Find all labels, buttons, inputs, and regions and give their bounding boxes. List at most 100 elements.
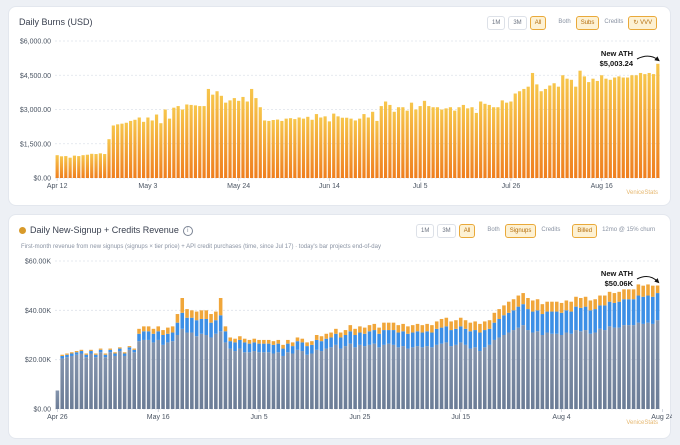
revenue-both-button[interactable]: Both	[487, 227, 500, 233]
credits-orange-bar	[391, 322, 396, 331]
signups-gray-bar	[439, 343, 444, 409]
burns-all-button[interactable]: All	[529, 16, 547, 30]
signups-gray-bar	[415, 346, 420, 409]
signups-gray-bar	[103, 357, 108, 409]
signups-blue-bar	[627, 299, 631, 326]
burn-bar	[185, 104, 189, 178]
signups-blue-bar	[401, 331, 405, 347]
revenue-all-button[interactable]: All	[458, 224, 476, 238]
churn-setting-label[interactable]: 12mo @ 15% churn	[602, 227, 656, 233]
ath-value: $50.06K	[605, 279, 634, 288]
revenue-1m-button[interactable]: 1M	[416, 224, 435, 238]
signups-gray-bar	[175, 335, 180, 409]
credits-orange-bar	[79, 349, 84, 352]
signups-blue-bar	[180, 312, 185, 329]
signups-gray-bar	[329, 347, 333, 409]
signups-blue-bar	[146, 331, 151, 340]
burn-bar	[656, 63, 660, 178]
burn-bar	[310, 119, 314, 178]
credits-orange-bar	[281, 344, 285, 349]
info-icon[interactable]: i	[182, 225, 193, 236]
burn-bar	[68, 157, 72, 178]
signups-gray-bar	[118, 351, 122, 409]
burn-bar	[293, 119, 297, 178]
signups-gray-bar	[300, 351, 305, 409]
revenue-credits-button[interactable]: Credits	[541, 227, 561, 233]
burn-bar	[371, 111, 375, 178]
signups-blue-bar	[492, 322, 497, 340]
burn-bar	[396, 107, 401, 178]
signups-gray-bar	[353, 347, 357, 409]
credits-orange-bar	[434, 321, 439, 329]
credits-orange-bar	[137, 328, 141, 334]
revenue-signups-button[interactable]: Signups	[504, 224, 537, 238]
credits-orange-bar	[607, 291, 612, 302]
signups-gray-bar	[554, 333, 559, 409]
signups-blue-bar	[593, 309, 597, 333]
credits-orange-bar	[127, 346, 132, 348]
signups-blue-bar	[430, 332, 434, 348]
burn-bar	[258, 107, 262, 178]
signups-blue-bar	[305, 346, 309, 355]
credits-orange-bar	[468, 322, 473, 332]
burn-bar	[608, 79, 612, 178]
ath-arrow	[636, 55, 660, 62]
credits-orange-bar	[521, 293, 525, 305]
burn-bar	[422, 100, 427, 178]
credits-orange-bar	[118, 347, 122, 349]
burn-bar	[504, 102, 509, 178]
credits-orange-bar	[343, 330, 348, 335]
x-tick-label: Jun 25	[349, 414, 370, 421]
burn-bar	[569, 79, 574, 178]
credits-orange-bar	[386, 322, 391, 331]
burns-3m-button[interactable]: 3M	[508, 16, 527, 30]
burn-bar	[591, 78, 595, 178]
signups-blue-bar	[655, 293, 660, 321]
signups-gray-bar	[257, 352, 261, 409]
signups-blue-bar	[463, 328, 468, 345]
credits-orange-bar	[415, 323, 420, 332]
signups-gray-bar	[262, 352, 266, 409]
signups-gray-bar	[84, 357, 88, 409]
credits-orange-bar	[559, 302, 564, 313]
y-tick-label: $3,000.00	[20, 107, 51, 114]
revenue-3m-button[interactable]: 3M	[437, 224, 456, 238]
credits-orange-bar	[185, 309, 189, 318]
burn-bar	[595, 80, 599, 178]
burn-bar	[163, 109, 167, 178]
burns-subs-button[interactable]: Subs	[575, 16, 600, 30]
credits-orange-bar	[622, 289, 626, 300]
signups-gray-bar	[598, 328, 602, 409]
burns-vvv-toggle[interactable]: ↻ VVV	[628, 16, 658, 30]
signups-blue-bar	[127, 347, 132, 350]
signups-blue-bar	[439, 327, 444, 344]
credits-orange-bar	[84, 353, 88, 355]
burn-bar	[271, 120, 275, 178]
signups-blue-bar	[94, 354, 98, 358]
burns-1m-button[interactable]: 1M	[487, 16, 506, 30]
signups-gray-bar	[458, 342, 463, 409]
credits-orange-bar	[526, 298, 530, 310]
burns-both-button[interactable]: Both	[558, 19, 571, 25]
burn-bar	[306, 116, 310, 178]
signups-blue-bar	[646, 295, 650, 323]
credits-orange-bar	[266, 339, 271, 344]
burn-bar	[284, 118, 288, 178]
signups-blue-bar	[617, 301, 621, 328]
signups-gray-bar	[324, 348, 329, 409]
signups-gray-bar	[607, 326, 612, 409]
burns-credits-button[interactable]: Credits	[604, 19, 624, 25]
credits-orange-bar	[449, 321, 453, 331]
signups-blue-bar	[257, 343, 261, 353]
signups-gray-bar	[204, 335, 209, 409]
credits-orange-bar	[362, 327, 367, 334]
signups-blue-bar	[506, 312, 511, 333]
credits-orange-bar	[142, 326, 146, 332]
signups-blue-bar	[554, 311, 559, 334]
signups-blue-bar	[550, 311, 554, 334]
credits-orange-bar	[238, 336, 242, 340]
credits-orange-bar	[233, 338, 237, 343]
signups-gray-bar	[545, 332, 549, 409]
revenue-billed-button[interactable]: Billed	[572, 224, 598, 238]
burn-bar	[262, 120, 267, 178]
